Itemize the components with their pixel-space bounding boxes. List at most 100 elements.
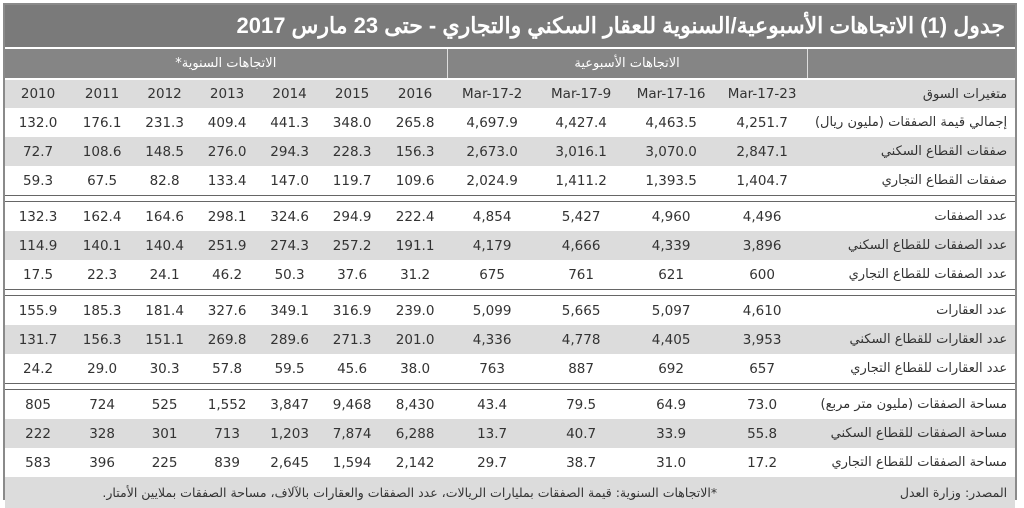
table-cell: 55.8 [717, 419, 808, 448]
table-cell: 257.2 [321, 231, 384, 260]
column-header: 2-Mar-17 [447, 78, 538, 108]
table-cell: 57.8 [212, 360, 243, 377]
section-divider [5, 289, 1016, 296]
table-cell: 8,430 [395, 396, 435, 413]
divider-line [5, 383, 1016, 390]
column-header: 16-Mar-17 [625, 78, 718, 108]
table-row: صفقات القطاع التجاري 1,404.7 1,393.5 1,411.… [5, 166, 1015, 196]
column-header: 2011 [71, 78, 134, 108]
table-cell: 5,665 [561, 302, 601, 319]
table-cell: 40.7 [537, 419, 626, 448]
table-cell: 5,427 [561, 208, 601, 225]
table-cell: 222 [5, 419, 72, 448]
table-cell: 294.9 [332, 208, 372, 225]
table-cell: 156.3 [71, 325, 134, 354]
table-cell: 239.0 [395, 302, 435, 319]
table-cell: 5,099 [472, 302, 512, 319]
table-cell: 114.9 [5, 231, 72, 260]
table-cell: 324.6 [270, 208, 309, 225]
table-cell: 4,854 [472, 208, 512, 225]
row-label: صفقات القطاع التجاري [881, 173, 1008, 188]
table-cell: 3,953 [717, 325, 808, 354]
table-cell: 3,070.0 [625, 137, 718, 166]
table-cell: 109.6 [395, 172, 435, 189]
divider-line [5, 195, 1016, 202]
table-cell: 294.3 [258, 137, 322, 166]
table-cell: 298.1 [207, 208, 247, 225]
table-cell: 151.1 [133, 325, 197, 354]
table-cell: 59.5 [274, 360, 305, 377]
table-cell: 3,016.1 [537, 137, 626, 166]
table-cell: 59.3 [23, 172, 54, 189]
table-cell: 887 [568, 360, 594, 377]
table-cell: 148.5 [133, 137, 197, 166]
table-row: مساحة الصفقات للقطاع السكني 55.8 33.9 40.7 1… [5, 419, 1016, 448]
table-cell: 7,874 [321, 419, 384, 448]
table-cell: 2,847.1 [717, 137, 808, 166]
table-cell: 301 [133, 419, 197, 448]
table-row: عدد العقارات 4,610 5,097 5,665 5,099 239.0 316… [5, 296, 1015, 326]
table-cell: 181.4 [145, 302, 184, 319]
section-divider [5, 195, 1016, 202]
column-header: 2013 [196, 78, 259, 108]
row-label: عدد الصفقات للقطاع السكني [807, 231, 1016, 260]
table-cell: 4,336 [447, 325, 538, 354]
table-cell: 4,251.7 [736, 114, 788, 131]
table-cell: 839 [214, 454, 240, 471]
table-cell: 24.1 [149, 266, 180, 283]
table-cell: 583 [25, 454, 51, 471]
table-cell: 713 [196, 419, 259, 448]
table-cell: 38.7 [566, 454, 597, 471]
table-cell: 327.6 [207, 302, 247, 319]
table-cell: 50.3 [274, 266, 305, 283]
column-header: 2012 [133, 78, 197, 108]
table-cell: 9,468 [332, 396, 372, 413]
table-cell: 13.7 [447, 419, 538, 448]
table-cell: 1,552 [207, 396, 247, 413]
source-note: المصدر: وزارة العدل [717, 477, 1016, 508]
table-cell: 156.3 [383, 137, 448, 166]
table-cell: 201.0 [383, 325, 448, 354]
table-cell: 761 [568, 266, 594, 283]
table-cell: 600 [749, 266, 775, 283]
table-cell: 17.5 [23, 266, 54, 283]
group-weekly-trends: الاتجاهات الأسبوعية [446, 47, 808, 79]
table-cell: 132.0 [18, 114, 58, 131]
column-header: 2010 [5, 78, 72, 108]
table-row: عدد العقارات للقطاع السكني 3,953 4,405 4,77… [5, 325, 1016, 354]
table-cell: 131.7 [5, 325, 72, 354]
table-cell: 30.3 [149, 360, 180, 377]
table-cell: 176.1 [82, 114, 122, 131]
table-cell: 657 [749, 360, 775, 377]
table-cell: 276.0 [196, 137, 259, 166]
row-label: عدد العقارات [936, 303, 1008, 318]
table-cell: 24.2 [23, 360, 54, 377]
table-cell: 692 [658, 360, 684, 377]
table-cell: 6,288 [383, 419, 448, 448]
annual-units-note: *الاتجاهات السنوية: قيمة الصفقات بمليارا… [5, 477, 718, 508]
table-cell: 2,024.9 [466, 172, 518, 189]
table-cell: 1,404.7 [736, 172, 788, 189]
table-cell: 33.9 [625, 419, 718, 448]
table-cell: 162.4 [82, 208, 122, 225]
table-cell: 3,847 [270, 396, 309, 413]
table-cell: 4,697.9 [466, 114, 518, 131]
table-cell: 2,142 [395, 454, 435, 471]
table-cell: 231.3 [145, 114, 184, 131]
table-cell: 64.9 [656, 396, 687, 413]
table-cell: 1,393.5 [645, 172, 697, 189]
table-cell: 29.0 [87, 360, 118, 377]
table-cell: 349.1 [270, 302, 309, 319]
table-cell: 140.1 [71, 231, 134, 260]
table-cell: 2,673.0 [447, 137, 538, 166]
table-cell: 675 [479, 266, 505, 283]
table-cell: 4,339 [625, 231, 718, 260]
row-label: إجمالي قيمة الصفقات (مليون ريال) [814, 115, 1008, 130]
table-cell: 37.6 [337, 266, 368, 283]
row-label: عدد الصفقات [934, 209, 1008, 224]
table-cell: 724 [89, 396, 115, 413]
table-cell: 265.8 [395, 114, 435, 131]
table-cell: 328 [71, 419, 134, 448]
table-cell: 5,097 [651, 302, 691, 319]
row-label: مساحة الصفقات (مليون متر مربع) [820, 397, 1008, 412]
